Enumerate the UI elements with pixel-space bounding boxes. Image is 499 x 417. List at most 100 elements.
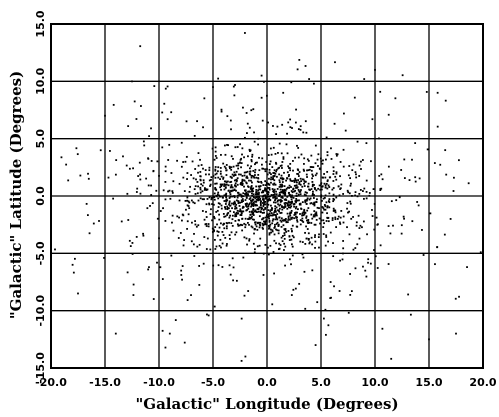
data-point <box>277 167 280 170</box>
data-point <box>228 202 231 204</box>
data-point <box>275 190 277 193</box>
data-point <box>298 171 301 173</box>
data-point <box>307 222 310 224</box>
data-point <box>286 171 289 174</box>
data-point <box>289 126 292 129</box>
data-point <box>414 176 417 179</box>
data-point <box>278 199 280 202</box>
x-tick-label: 5.0 <box>311 376 331 389</box>
data-point <box>189 185 192 188</box>
data-point <box>221 266 224 268</box>
data-point <box>215 211 218 213</box>
data-point <box>358 227 361 229</box>
data-point <box>354 247 357 249</box>
data-point <box>326 187 329 190</box>
data-point <box>166 85 169 88</box>
data-point <box>169 197 172 200</box>
data-point <box>281 208 284 211</box>
data-point <box>229 210 232 213</box>
data-point <box>252 208 255 211</box>
data-point <box>356 195 359 198</box>
data-point <box>315 213 318 215</box>
data-point <box>223 215 226 218</box>
data-point <box>298 58 301 61</box>
data-point <box>254 168 257 171</box>
data-point <box>253 248 256 251</box>
data-point <box>252 190 255 193</box>
data-point <box>280 191 283 193</box>
data-point <box>379 244 382 247</box>
data-point <box>303 163 305 165</box>
data-point <box>225 199 227 202</box>
data-point <box>299 193 302 196</box>
data-point <box>400 232 403 235</box>
data-point <box>291 191 294 194</box>
data-point <box>291 254 294 257</box>
x-tick-label: 0.0 <box>257 376 277 389</box>
data-point <box>240 162 243 165</box>
data-point <box>241 184 244 186</box>
data-point <box>280 236 283 239</box>
data-point <box>228 216 231 219</box>
y-axis-title: "Galactic" Latitude (Degrees) <box>7 71 25 319</box>
data-point <box>224 153 227 156</box>
data-point <box>193 202 196 205</box>
data-point <box>314 234 316 237</box>
data-point <box>185 120 188 123</box>
data-point <box>271 229 274 232</box>
data-point <box>277 223 280 226</box>
data-point <box>260 191 263 194</box>
data-point <box>199 171 202 173</box>
data-point <box>363 187 366 190</box>
data-point <box>222 223 225 226</box>
data-point <box>278 216 281 219</box>
data-point <box>324 176 327 179</box>
data-point <box>266 190 269 193</box>
data-point <box>289 201 292 204</box>
data-point <box>262 167 264 170</box>
data-point <box>205 225 208 227</box>
data-point <box>254 200 256 203</box>
x-tick-labels: -20.0 -15.0 -10.0 -5.0 0.0 5.0 10.0 15.0 20.0 <box>35 376 497 389</box>
data-point <box>199 158 201 161</box>
data-point <box>200 183 203 186</box>
data-point <box>269 195 271 198</box>
data-point <box>338 194 341 197</box>
data-point <box>289 211 292 214</box>
data-point <box>348 165 351 167</box>
data-point <box>354 194 356 197</box>
data-point <box>296 68 299 71</box>
data-point <box>318 184 321 187</box>
data-point <box>332 255 335 258</box>
data-point <box>297 128 300 130</box>
data-point <box>219 186 222 189</box>
data-point <box>244 189 247 192</box>
data-point <box>225 196 228 199</box>
data-point <box>258 244 261 247</box>
data-point <box>214 169 217 172</box>
data-point <box>248 218 251 220</box>
data-point <box>208 196 211 199</box>
data-point <box>284 229 287 232</box>
data-point <box>360 160 362 163</box>
data-point <box>250 200 253 202</box>
data-point <box>327 216 330 219</box>
data-point <box>238 205 241 207</box>
data-point <box>234 205 237 208</box>
data-point <box>303 193 306 196</box>
data-point <box>240 166 242 169</box>
data-point <box>250 160 253 163</box>
data-point <box>257 185 260 188</box>
data-point <box>240 359 243 362</box>
data-point <box>235 215 238 218</box>
data-point <box>301 185 304 188</box>
data-point <box>354 267 357 270</box>
data-point <box>281 189 284 191</box>
data-point <box>302 221 305 223</box>
data-point <box>259 185 262 187</box>
data-point <box>264 223 267 226</box>
data-point <box>311 185 314 188</box>
data-point <box>280 174 283 177</box>
data-point <box>217 231 220 233</box>
data-point <box>350 290 353 293</box>
